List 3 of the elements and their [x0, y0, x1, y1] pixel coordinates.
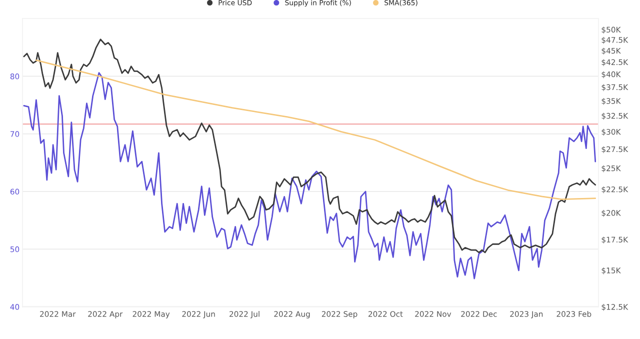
line-series: [23, 72, 596, 280]
line-series: [35, 59, 596, 200]
line-series: [23, 38, 596, 254]
